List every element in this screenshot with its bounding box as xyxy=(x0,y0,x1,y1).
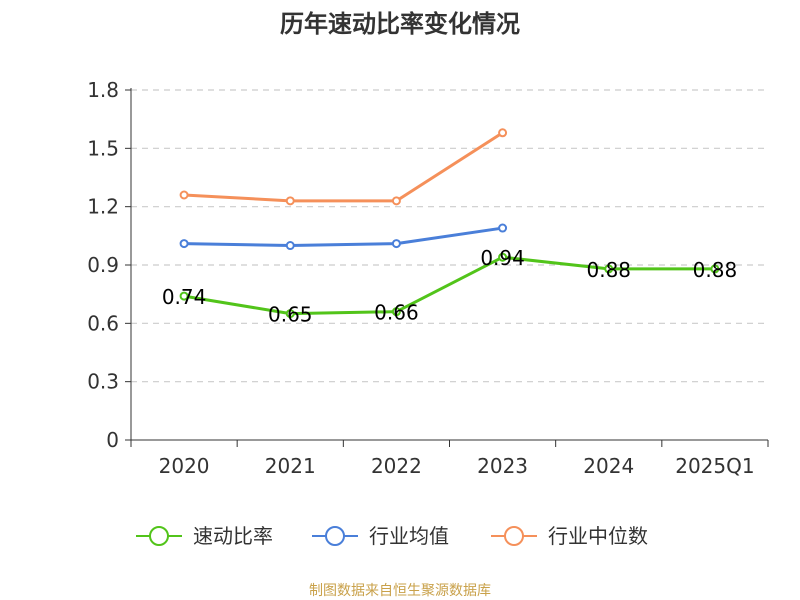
source-note: 制图数据来自恒生聚源数据库 xyxy=(309,583,491,599)
data-point xyxy=(179,190,189,200)
y-tick-label: 0 xyxy=(106,428,119,452)
data-point xyxy=(498,252,508,262)
legend-label: 行业均值 xyxy=(369,524,449,548)
x-tick-label: 2024 xyxy=(583,454,634,478)
y-tick-label: 0.3 xyxy=(87,370,119,394)
chart-title: 历年速动比率变化情况 xyxy=(280,10,520,38)
x-tick-label: 2025Q1 xyxy=(675,454,754,478)
data-point xyxy=(285,241,295,251)
legend-marker-0 xyxy=(149,526,169,546)
axes: 0 0.3 0.6 0.9 1.2 1.5 1.8 2020 2021 2022 2023 2024 2… xyxy=(87,78,769,478)
y-tick-label: 1.5 xyxy=(87,136,119,160)
data-point xyxy=(604,264,614,274)
y-tick-label: 0.9 xyxy=(87,253,119,277)
x-tick-label: 2022 xyxy=(371,454,422,478)
data-label: 0.74 xyxy=(162,285,207,309)
data-point xyxy=(498,128,508,138)
data-label: 0.94 xyxy=(480,246,525,270)
data-point xyxy=(710,264,720,274)
y-tick-label: 0.6 xyxy=(87,311,119,335)
data-point xyxy=(391,307,401,317)
legend: 速动比率 行业均值 行业中位数 xyxy=(136,524,648,548)
data-label: 0.88 xyxy=(586,258,631,282)
series-line-0 xyxy=(183,255,715,316)
x-tick-label: 2020 xyxy=(159,454,210,478)
series-line-1 xyxy=(184,226,503,248)
data-point xyxy=(391,239,401,249)
x-tick-label: 2021 xyxy=(265,454,316,478)
x-tick-label: 2023 xyxy=(477,454,528,478)
grid xyxy=(131,89,768,383)
data-labels: 0.74 0.65 0.66 0.94 0.88 0.88 xyxy=(162,246,737,326)
series xyxy=(179,128,720,319)
data-point xyxy=(179,291,189,301)
legend-label: 行业中位数 xyxy=(548,524,648,548)
legend-marker-1 xyxy=(325,526,345,546)
data-point xyxy=(391,196,401,206)
data-label: 0.66 xyxy=(374,301,419,325)
data-point xyxy=(285,309,295,319)
legend-label: 速动比率 xyxy=(193,524,273,548)
y-tick-label: 1.8 xyxy=(87,78,119,102)
legend-marker-2 xyxy=(504,526,524,546)
data-point xyxy=(498,223,508,233)
data-point xyxy=(285,196,295,206)
data-label: 0.88 xyxy=(693,258,738,282)
y-tick-label: 1.2 xyxy=(87,195,119,219)
series-line-2 xyxy=(184,131,504,203)
data-label: 0.65 xyxy=(268,303,313,327)
data-point xyxy=(179,239,189,249)
